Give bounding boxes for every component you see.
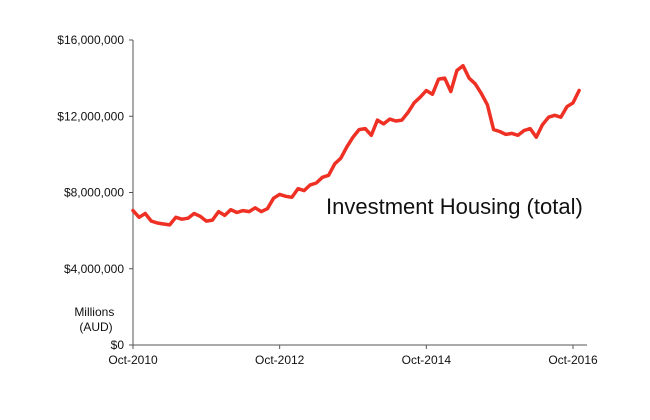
data-point: [571, 101, 575, 105]
data-point: [547, 116, 550, 119]
data-point: [455, 69, 459, 72]
data-point: [229, 208, 232, 211]
data-point: [321, 176, 324, 179]
x-tick-label: Oct-2016: [548, 353, 598, 367]
data-point: [162, 222, 165, 226]
y-tick-label: $16,000,000: [57, 33, 124, 47]
data-point: [327, 174, 330, 177]
data-point: [370, 134, 373, 137]
data-point: [504, 133, 507, 136]
data-point: [192, 212, 196, 215]
data-point: [296, 187, 300, 190]
data-point: [266, 207, 269, 210]
data-point: [437, 77, 440, 81]
data-point: [357, 128, 361, 131]
data-point: [449, 90, 452, 93]
data-point: [284, 195, 287, 198]
data-point: [339, 157, 342, 160]
data-point: [480, 92, 483, 95]
data-point: [443, 76, 446, 80]
data-point: [541, 123, 544, 127]
data-point: [412, 101, 416, 105]
data-point: [406, 111, 410, 114]
data-point: [223, 214, 226, 217]
series-layer: [131, 63, 581, 227]
data-point: [376, 118, 379, 122]
data-point: [559, 116, 562, 119]
y-tick-label: $8,000,000: [64, 186, 124, 200]
data-point: [205, 219, 208, 223]
data-point: [168, 223, 171, 227]
data-point: [461, 64, 465, 67]
data-point: [400, 118, 404, 122]
data-point: [474, 82, 477, 86]
data-point: [315, 181, 318, 185]
data-point: [247, 210, 251, 213]
data-point: [260, 210, 263, 213]
chart-annotation: Investment Housing (total): [326, 194, 583, 219]
data-point: [186, 217, 190, 220]
data-point: [467, 76, 471, 80]
data-point: [492, 128, 495, 131]
data-point: [174, 216, 177, 219]
data-point: [254, 206, 257, 209]
x-tick-label: Oct-2010: [108, 353, 158, 367]
data-point: [522, 129, 526, 132]
data-point: [486, 103, 489, 107]
data-point: [498, 130, 501, 133]
x-axis: Oct-2010 Oct-2012 Oct-2014 Oct-2016: [108, 344, 598, 367]
data-point: [419, 96, 422, 99]
y-tick-label: $4,000,000: [64, 262, 124, 276]
data-point: [131, 209, 135, 212]
data-point: [394, 119, 397, 123]
data-point: [351, 136, 355, 139]
data-point: [199, 215, 202, 218]
data-point: [309, 183, 312, 187]
y-tick-label: $12,000,000: [57, 109, 124, 123]
data-point: [382, 122, 385, 126]
x-tick-label: Oct-2012: [255, 353, 305, 367]
y-tick-label: $0: [111, 338, 125, 352]
data-point: [529, 127, 532, 130]
data-point: [241, 209, 245, 212]
data-point: [345, 145, 349, 148]
data-point: [516, 134, 520, 137]
data-point: [278, 193, 281, 196]
data-point: [137, 216, 141, 219]
data-point: [302, 189, 306, 192]
data-point: [577, 89, 581, 92]
data-point: [425, 89, 428, 92]
data-point: [535, 136, 538, 139]
data-point: [333, 162, 336, 166]
data-point: [290, 196, 294, 199]
data-point: [144, 212, 147, 215]
data-point: [211, 218, 214, 222]
y-axis: $0 $4,000,000 $8,000,000 $12,000,000 $16,000…: [57, 33, 134, 352]
data-point: [180, 218, 184, 221]
data-point: [510, 132, 514, 135]
data-point: [388, 117, 391, 121]
data-point: [431, 93, 434, 96]
y-unit-label-line-1: Millions: [74, 305, 114, 319]
y-unit-label: Millions (AUD): [74, 305, 117, 334]
data-point: [217, 210, 220, 213]
data-point: [565, 105, 569, 108]
data-point: [150, 219, 153, 223]
data-point: [235, 211, 239, 214]
data-point: [364, 127, 367, 130]
y-unit-label-line-2: (AUD): [79, 320, 112, 334]
data-point: [553, 114, 556, 117]
x-tick-label: Oct-2014: [402, 353, 452, 367]
data-point: [156, 221, 159, 225]
data-point: [272, 197, 275, 200]
